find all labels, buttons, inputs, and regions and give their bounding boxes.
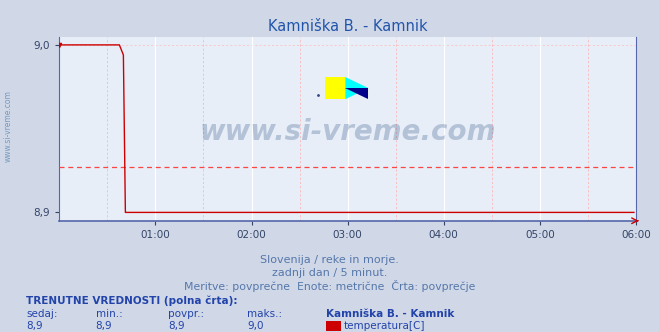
Text: 8,9: 8,9	[168, 321, 185, 331]
Text: 8,9: 8,9	[26, 321, 43, 331]
Polygon shape	[345, 88, 368, 99]
Text: maks.:: maks.:	[247, 309, 282, 319]
Text: zadnji dan / 5 minut.: zadnji dan / 5 minut.	[272, 268, 387, 278]
Text: 8,9: 8,9	[96, 321, 112, 331]
Title: Kamniška B. - Kamnik: Kamniška B. - Kamnik	[268, 19, 428, 34]
Text: www.si-vreme.com: www.si-vreme.com	[3, 90, 13, 162]
Text: min.:: min.:	[96, 309, 123, 319]
Text: povpr.:: povpr.:	[168, 309, 204, 319]
Text: Kamniška B. - Kamnik: Kamniška B. - Kamnik	[326, 309, 455, 319]
Text: TRENUTNE VREDNOSTI (polna črta):: TRENUTNE VREDNOSTI (polna črta):	[26, 295, 238, 306]
Text: temperatura[C]: temperatura[C]	[344, 321, 426, 331]
FancyBboxPatch shape	[325, 77, 345, 99]
Text: Meritve: povprečne  Enote: metrične  Črta: povprečje: Meritve: povprečne Enote: metrične Črta:…	[184, 280, 475, 291]
Text: www.si-vreme.com: www.si-vreme.com	[200, 118, 496, 146]
Text: 9,0: 9,0	[247, 321, 264, 331]
Polygon shape	[345, 77, 368, 99]
Text: Slovenija / reke in morje.: Slovenija / reke in morje.	[260, 255, 399, 265]
Text: sedaj:: sedaj:	[26, 309, 58, 319]
